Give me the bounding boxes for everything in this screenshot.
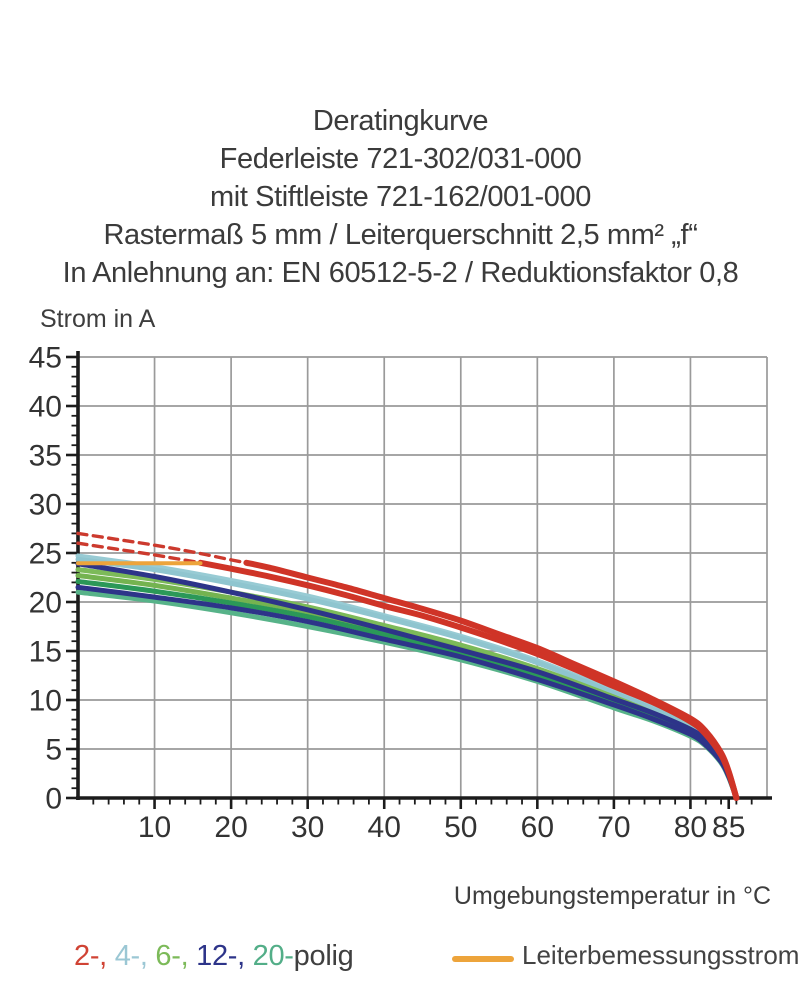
curve-2-polig-dashed-a	[76, 531, 249, 565]
x-tick-label-10: 10	[138, 811, 171, 844]
legend-part-2: 4-,	[106, 940, 148, 972]
rated-current-line-swatch	[452, 956, 514, 962]
y-axis-title: Strom in A	[40, 305, 156, 333]
x-tick-label-70: 70	[597, 811, 630, 844]
title-line-5: In Anlehnung an: EN 60512-5-2 / Reduktio…	[62, 257, 739, 289]
legend-pole-counts: 2-, 4-, 6-, 12-, 20-polig	[74, 940, 354, 973]
legend-part-5: 20-	[244, 940, 294, 972]
x-tick-label-20: 20	[214, 811, 247, 844]
title-line-4: Rastermaß 5 mm / Leiterquerschnitt 2,5 m…	[103, 219, 698, 251]
x-tick-label-60: 60	[521, 811, 554, 844]
curve-12-polig-b	[75, 584, 739, 801]
x-tick-label-40: 40	[368, 811, 401, 844]
curve-2-polig-b	[243, 559, 740, 801]
y-tick-label-20: 20	[29, 587, 62, 620]
x-tick-label-85: 85	[712, 811, 745, 844]
y-tick-label-40: 40	[29, 391, 62, 424]
y-tick-label-25: 25	[29, 538, 62, 571]
y-tick-label-35: 35	[29, 440, 62, 473]
y-tick-label-10: 10	[29, 685, 62, 718]
title-line-2: Federleiste 721-302/031-000	[219, 143, 582, 175]
x-axis-title: Umgebungstemperatur in °C	[453, 882, 771, 910]
chart-title: Deratingkurve Federleiste 721-302/031-00…	[0, 102, 801, 292]
legend-part-6: polig	[293, 940, 354, 972]
x-tick-label-80: 80	[674, 811, 707, 844]
rated-current-label: Leiterbemessungsstrom	[522, 940, 800, 970]
legend-part-4: 12-,	[188, 940, 245, 972]
y-tick-label-15: 15	[29, 636, 62, 669]
x-tick-label-30: 30	[291, 811, 324, 844]
y-tick-label-0: 0	[45, 783, 62, 816]
y-tick-label-45: 45	[29, 342, 62, 375]
curve-2-polig-dashed-b	[76, 541, 203, 565]
y-tick-label-30: 30	[29, 489, 62, 522]
y-tick-label-5: 5	[45, 734, 62, 767]
title-line-3: mit Stiftleiste 721-162/001-000	[210, 181, 591, 213]
legend-part-1: 2-,	[74, 940, 107, 972]
x-tick-label-50: 50	[444, 811, 477, 844]
curve-2-polig-a	[197, 559, 740, 801]
legend-part-3: 6-,	[147, 940, 189, 972]
title-line-1: Deratingkurve	[312, 105, 489, 137]
